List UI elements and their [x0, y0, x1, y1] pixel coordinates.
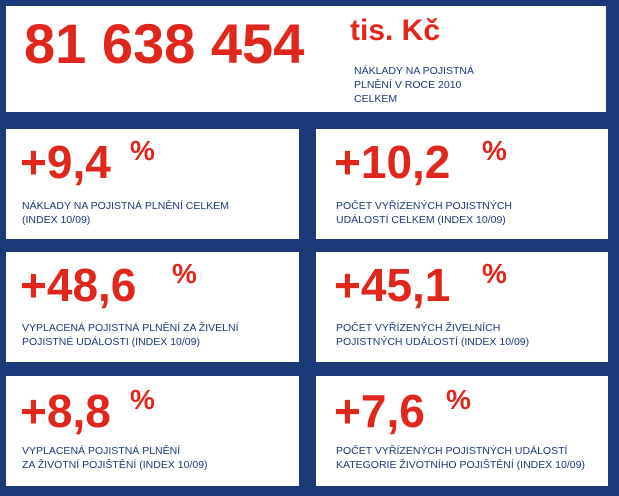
stat-caption: VYPLACENÁ POJISTNÁ PLNĚNÍ ZA ŽIVELNÍ POJ…: [22, 321, 238, 349]
caption-line: NÁKLADY NA POJISTNÁ PLNĚNÍ CELKEM: [22, 200, 229, 212]
total-claims-card: 81 638 454 tis. Kč NÁKLADY NA POJISTNÁ P…: [6, 6, 606, 112]
percent-sign: %: [172, 258, 197, 289]
stat-value: +10,2: [334, 136, 451, 188]
stat-card-life-insurance-payouts: +8,8 % VYPLACENÁ POJISTNÁ PLNĚNÍ ZA ŽIVO…: [6, 376, 299, 486]
percent-sign: %: [446, 384, 471, 415]
total-claims-unit: tis. Kč: [350, 14, 441, 47]
caption-line: (INDEX 10/09): [22, 214, 91, 226]
caption-line: NÁKLADY NA POJISTNÁ: [354, 65, 475, 77]
percent-sign: %: [130, 384, 155, 415]
percent-sign: %: [482, 258, 507, 289]
stat-value: +48,6: [20, 259, 137, 311]
stat-card-natural-disaster-claims: +45,1 % POČET VYŘÍZENÝCH ŽIVELNÍCH POJIS…: [316, 252, 608, 362]
caption-line: POJISTNÉ UDÁLOSTI (INDEX 10/09): [22, 336, 200, 348]
percent-sign: %: [482, 135, 507, 166]
total-claims-value: 81 638 454: [24, 12, 305, 75]
caption-line: ZA ŽIVOTNÍ POJIŠTĚNÍ (INDEX 10/09): [22, 459, 208, 471]
stat-card-claims-costs: +9,4 % NÁKLADY NA POJISTNÁ PLNĚNÍ CELKEM…: [6, 129, 299, 239]
caption-line: PLNĚNÍ V ROCE 2010: [354, 79, 462, 91]
caption-line: CELKEM: [354, 93, 398, 105]
caption-line: VYPLACENÁ POJISTNÁ PLNĚNÍ ZA ŽIVELNÍ: [22, 322, 239, 334]
caption-line: KATEGORIE ŽIVOTNÍHO POJIŠTĚNÍ (INDEX 10/…: [336, 459, 585, 471]
stat-caption: NÁKLADY NA POJISTNÁ PLNĚNÍ CELKEM (INDEX…: [22, 199, 229, 227]
caption-line: POJISTNÝCH UDÁLOSTÍ (INDEX 10/09): [336, 336, 530, 348]
stat-caption: POČET VYŘÍZENÝCH ŽIVELNÍCH POJISTNÝCH UD…: [336, 321, 529, 349]
stat-caption: VYPLACENÁ POJISTNÁ PLNĚNÍ ZA ŽIVOTNÍ POJ…: [22, 444, 208, 472]
stat-value: +8,8: [20, 385, 111, 437]
stat-value: +9,4: [20, 136, 111, 188]
stat-value: +45,1: [334, 259, 451, 311]
stat-card-life-insurance-claims: +7,6 % POČET VYŘÍZENÝCH POJISTNÝCH UDÁLO…: [316, 376, 608, 486]
caption-line: VYPLACENÁ POJISTNÁ PLNĚNÍ: [22, 445, 181, 457]
caption-line: UDÁLOSTÍ CELKEM (INDEX 10/09): [336, 214, 506, 226]
total-claims-caption: NÁKLADY NA POJISTNÁ PLNĚNÍ V ROCE 2010 C…: [354, 64, 474, 106]
stat-card-natural-disaster-payouts: +48,6 % VYPLACENÁ POJISTNÁ PLNĚNÍ ZA ŽIV…: [6, 252, 299, 362]
percent-sign: %: [130, 135, 155, 166]
stat-card-settled-claims: +10,2 % POČET VYŘÍZENÝCH POJISTNÝCH UDÁL…: [316, 129, 608, 239]
stat-caption: POČET VYŘÍZENÝCH POJISTNÝCH UDÁLOSTÍ CEL…: [336, 199, 512, 227]
caption-line: POČET VYŘÍZENÝCH POJISTNÝCH: [336, 200, 512, 212]
caption-line: POČET VYŘÍZENÝCH POJISTNÝCH UDÁLOSTÍ: [336, 445, 568, 457]
caption-line: POČET VYŘÍZENÝCH ŽIVELNÍCH: [336, 322, 501, 334]
stat-value: +7,6: [334, 385, 425, 437]
stat-caption: POČET VYŘÍZENÝCH POJISTNÝCH UDÁLOSTÍ KAT…: [336, 444, 585, 472]
